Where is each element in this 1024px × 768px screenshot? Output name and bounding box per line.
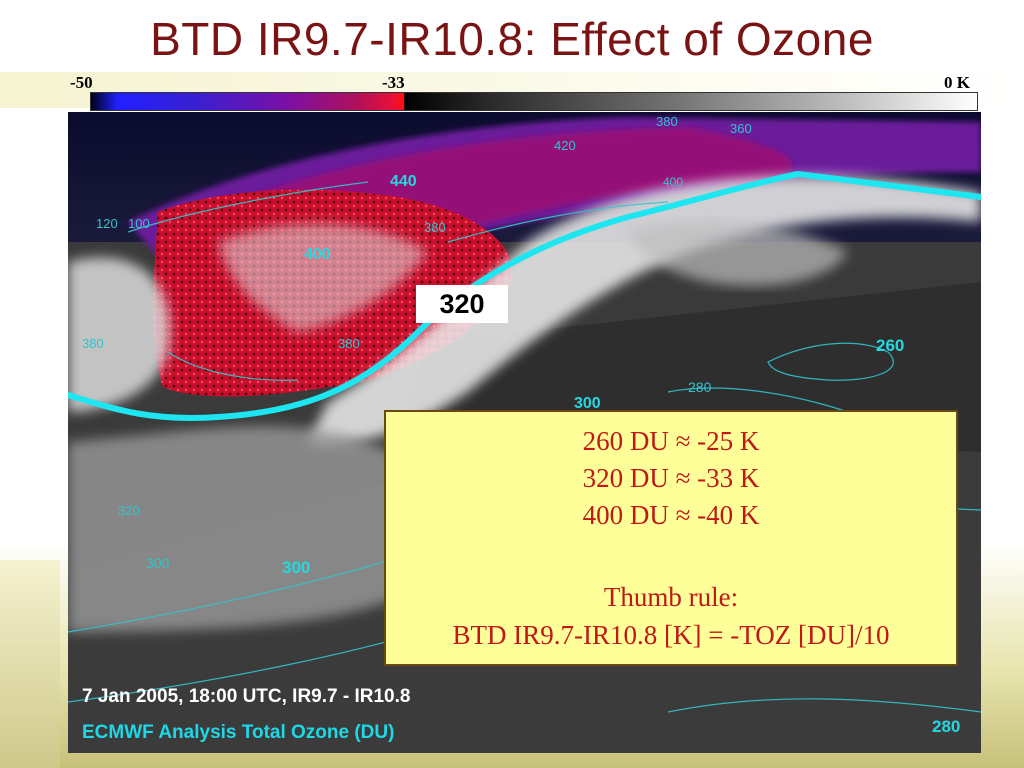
- thumb-rule-formula: BTD IR9.7-IR10.8 [K] = -TOZ [DU]/10: [452, 620, 890, 650]
- highlight-contour-label: 320: [416, 285, 508, 323]
- info-line-400: 400 DU ≈ -40 K: [582, 500, 760, 530]
- scale-mid-label: -33: [382, 73, 405, 92]
- image-caption-source: ECMWF Analysis Total Ozone (DU): [82, 722, 395, 743]
- info-line-260: 260 DU ≈ -25 K: [582, 426, 760, 456]
- contour-label: 280: [688, 379, 712, 395]
- ozone-info-box: 260 DU ≈ -25 K 320 DU ≈ -33 K 400 DU ≈ -…: [384, 410, 958, 666]
- contour-label: 360: [730, 121, 752, 136]
- contour-label: 300: [282, 558, 310, 577]
- contour-label: 380: [424, 220, 446, 235]
- contour-label: 120: [96, 216, 118, 231]
- contour-label: 300: [146, 555, 170, 571]
- contour-label: 100: [128, 216, 150, 231]
- contour-label: 400: [304, 246, 331, 263]
- color-scale-bar: [90, 92, 978, 111]
- image-caption-date: 7 Jan 2005, 18:00 UTC, IR9.7 - IR10.8: [82, 686, 411, 707]
- contour-label: 420: [554, 138, 576, 153]
- contour-label: 280: [932, 717, 960, 736]
- contour-label: 400: [663, 175, 683, 189]
- scale-min-label: -50: [70, 73, 93, 92]
- contour-label: 380: [338, 336, 360, 351]
- scale-max-label: 0 K: [944, 73, 970, 92]
- contour-label: 320: [118, 503, 140, 518]
- decorative-left-band: [0, 560, 60, 768]
- contour-label: 300: [574, 395, 601, 412]
- thumb-rule-title: Thumb rule:: [603, 582, 739, 612]
- contour-label: 380: [82, 336, 104, 351]
- info-line-320: 320 DU ≈ -33 K: [582, 463, 760, 493]
- contour-label: 380: [656, 114, 678, 129]
- slide-title: BTD IR9.7-IR10.8: Effect of Ozone: [150, 13, 874, 65]
- contour-label: 440: [390, 173, 417, 190]
- contour-label: 260: [876, 336, 904, 355]
